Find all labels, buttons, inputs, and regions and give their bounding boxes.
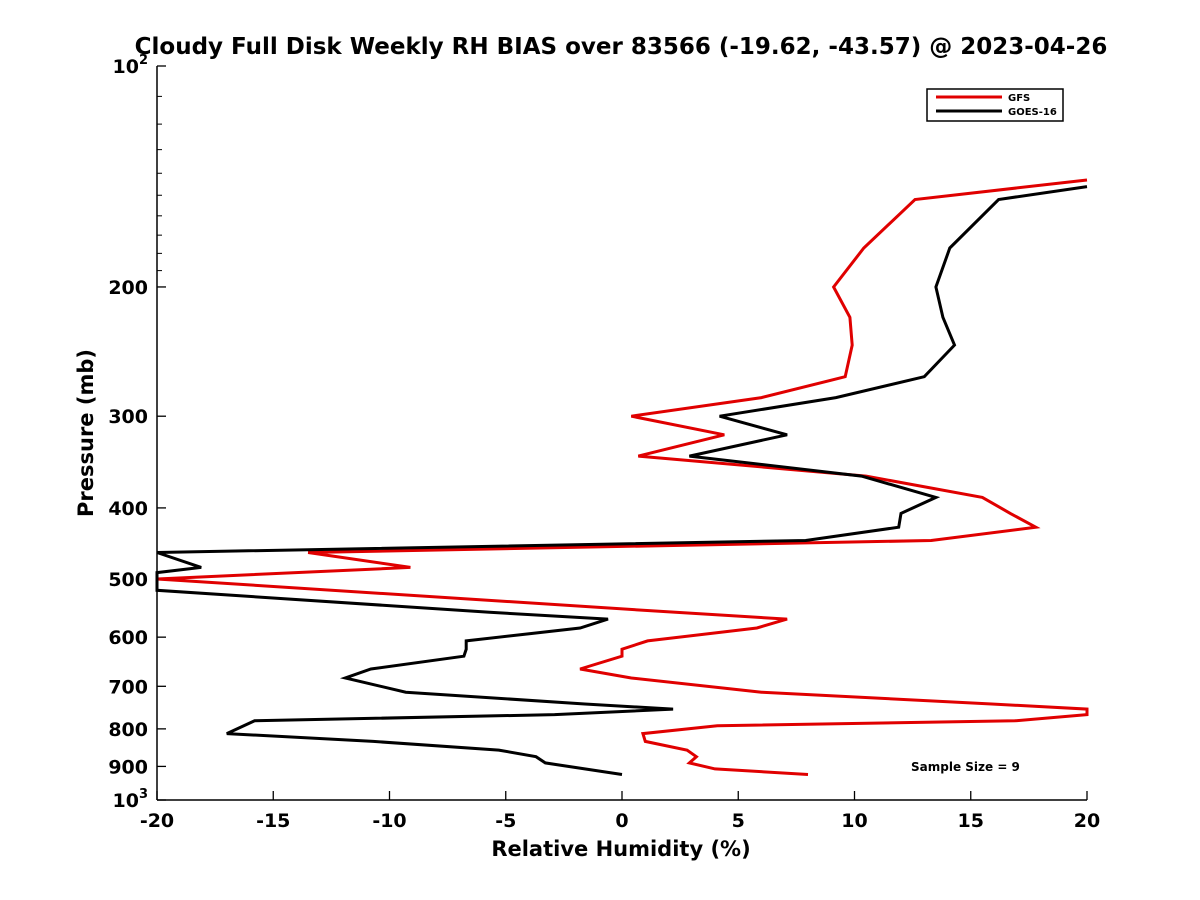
- x-tick-label: 15: [958, 810, 984, 832]
- x-axis: -20 -15 -10 -5 0 5 10 15 20: [140, 791, 1100, 832]
- x-axis-label: Relative Humidity (%): [491, 837, 750, 861]
- y-axis-label: Pressure (mb): [74, 349, 98, 517]
- y-tick-label: 700: [108, 676, 148, 698]
- series-line-goes-16: [155, 185, 1088, 776]
- x-tick-label: -5: [495, 810, 516, 832]
- legend-label-goes16: GOES-16: [1008, 107, 1057, 118]
- sample-size-annotation: Sample Size = 9: [911, 760, 1020, 774]
- series-line-gfs: [156, 178, 1089, 776]
- series-layer: [155, 178, 1089, 776]
- y-tick-label: 900: [108, 756, 148, 778]
- legend-box: [926, 88, 1064, 122]
- x-tick-label: -20: [140, 810, 174, 832]
- x-tick-label: 20: [1074, 810, 1100, 832]
- y-tick-label: 800: [108, 719, 148, 741]
- x-tick-label: 10: [841, 810, 867, 832]
- chart-title: Cloudy Full Disk Weekly RH BIAS over 835…: [135, 34, 1108, 60]
- x-tick-label: -15: [256, 810, 290, 832]
- y-tick-label: 300: [108, 406, 148, 428]
- y-tick-label: 102: [113, 53, 149, 78]
- legend-label-gfs: GFS: [1008, 93, 1030, 104]
- x-tick-label: -10: [372, 810, 406, 832]
- x-tick-label: 0: [615, 810, 628, 832]
- y-tick-label: 103: [113, 787, 149, 812]
- y-axis: 102 200 300 400 500 600 700 800 900 103: [108, 53, 166, 812]
- y-tick-label: 500: [108, 569, 148, 591]
- plot-area: [157, 66, 1087, 800]
- y-tick-label: 600: [108, 627, 148, 649]
- y-tick-label: 200: [108, 277, 148, 299]
- legend: GFS GOES-16: [926, 88, 1064, 122]
- y-tick-label: 400: [108, 498, 148, 520]
- x-tick-label: 5: [732, 810, 745, 832]
